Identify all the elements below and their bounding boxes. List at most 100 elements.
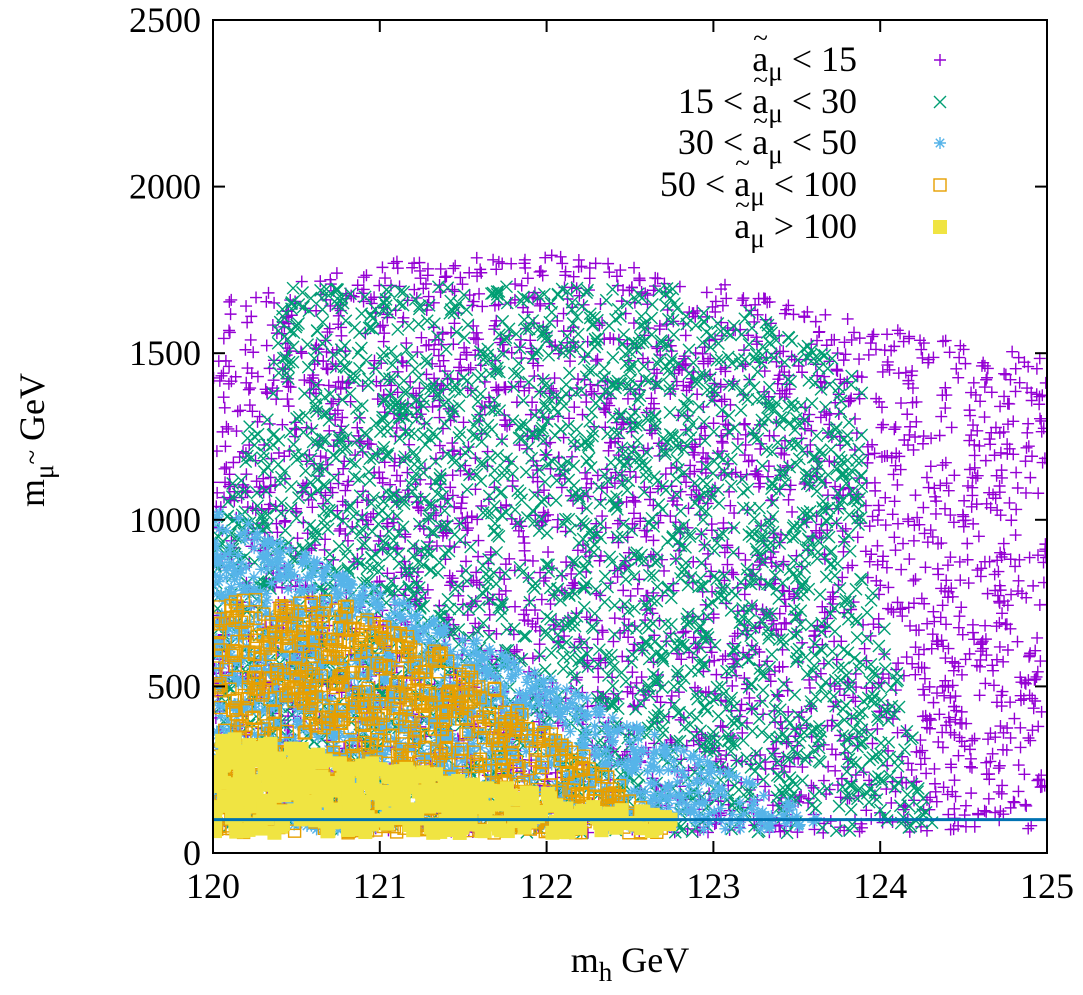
data-point: [940, 574, 953, 587]
data-point: [871, 539, 884, 552]
data-point: [973, 660, 986, 673]
data-point: [268, 296, 281, 309]
data-point: [948, 774, 961, 787]
data-point: [526, 554, 539, 567]
data-point: [640, 530, 653, 543]
data-point: [936, 599, 949, 612]
data-point: [217, 391, 230, 404]
data-point: [357, 295, 370, 308]
data-point: [821, 489, 834, 502]
data-point: [968, 449, 981, 462]
data-point: [240, 300, 253, 313]
data-point: [596, 510, 609, 523]
data-point: [778, 448, 791, 461]
data-point: [891, 478, 904, 491]
data-point: [320, 362, 333, 375]
data-point: [810, 551, 824, 565]
data-point: [1012, 785, 1025, 798]
data-point: [982, 792, 995, 805]
data-point: [681, 392, 695, 406]
data-point: [513, 341, 526, 354]
data-point: [868, 447, 881, 460]
data-point: [440, 270, 453, 283]
data-point: [678, 540, 692, 554]
data-point: [832, 799, 846, 813]
data-point: [831, 779, 844, 792]
data-point: [594, 297, 607, 310]
data-point: [987, 664, 1000, 677]
data-point: [1020, 441, 1033, 454]
data-point: [937, 781, 950, 794]
data-point: [303, 448, 316, 461]
data-point: [716, 410, 729, 423]
data-point: [785, 774, 799, 788]
data-point: [470, 326, 483, 339]
data-point: [991, 554, 1004, 567]
data-point: [900, 651, 913, 664]
data-point: [1013, 553, 1026, 566]
data-point: [559, 265, 572, 278]
data-point: [837, 354, 850, 367]
data-point: [993, 479, 1006, 492]
data-point: [472, 534, 485, 547]
data-point: [577, 580, 591, 594]
data-point: [835, 772, 848, 785]
data-point: [881, 328, 894, 341]
data-point: [888, 531, 901, 544]
data-point: [752, 501, 766, 515]
data-point: [849, 667, 862, 680]
data-point: [456, 278, 469, 291]
data-point: [963, 743, 976, 756]
data-point: [710, 668, 723, 681]
data-point: [425, 525, 439, 539]
data-point: [738, 418, 751, 431]
data-point: [413, 382, 426, 395]
data-point: [660, 318, 673, 331]
data-point: [583, 272, 596, 285]
data-point: [864, 629, 877, 642]
data-point: [1014, 721, 1027, 734]
data-point: [731, 432, 744, 445]
data-point: [473, 287, 486, 300]
data-point: [920, 824, 933, 837]
data-point: [867, 328, 880, 341]
data-point: [390, 255, 403, 268]
data-point: [231, 405, 244, 418]
data-point: [663, 405, 677, 419]
data-point: [357, 485, 370, 498]
data-point: [1023, 551, 1036, 564]
data-point: [925, 642, 938, 655]
data-point: [765, 647, 779, 661]
data-point: [993, 616, 1006, 629]
data-point: [397, 374, 411, 388]
data-point: [875, 401, 888, 414]
data-point: [978, 381, 991, 394]
data-point: [658, 448, 672, 462]
data-point: [344, 395, 357, 408]
data-point: [630, 622, 644, 636]
data-point: [936, 459, 949, 472]
data-point: [529, 509, 542, 522]
data-point: [650, 580, 664, 594]
data-point: [295, 275, 308, 288]
data-point: [994, 400, 1007, 413]
data-point: [228, 485, 241, 498]
data-point: [829, 421, 843, 435]
data-point: [555, 282, 569, 296]
data-point: [627, 570, 641, 584]
data-point: [247, 346, 260, 359]
data-point: [330, 267, 343, 280]
data-point: [819, 308, 832, 321]
data-point: [1033, 352, 1046, 365]
data-point: [922, 356, 935, 369]
data-point: [935, 537, 948, 550]
data-point: [994, 720, 1007, 733]
data-point: [664, 510, 677, 523]
data-point: [448, 317, 461, 330]
data-point: [939, 502, 952, 515]
data-point: [1014, 741, 1027, 754]
data-point: [682, 502, 695, 515]
data-point: [1006, 345, 1019, 358]
data-point: [1008, 712, 1021, 725]
